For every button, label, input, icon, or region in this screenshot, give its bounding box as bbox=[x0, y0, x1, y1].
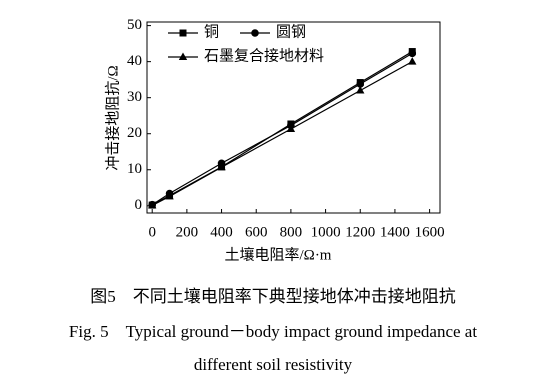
x-tick-label: 0 bbox=[148, 224, 156, 240]
x-axis-label: 土壤电阻率/Ω·m bbox=[225, 245, 332, 263]
marker bbox=[217, 162, 226, 171]
marker bbox=[408, 49, 417, 58]
y-tick-label: 10 bbox=[127, 161, 142, 177]
marker bbox=[148, 200, 157, 209]
marker bbox=[286, 124, 296, 133]
caption-cn: 图5 不同土壤电阻率下典型接地体冲击接地阻抗 bbox=[90, 286, 456, 306]
y-tick-label: 40 bbox=[127, 53, 142, 69]
y-tick-label: 30 bbox=[127, 89, 142, 105]
x-tick-label: 1600 bbox=[415, 224, 445, 240]
marker bbox=[356, 85, 365, 94]
marker bbox=[178, 52, 188, 60]
legend-label: 石墨复合接地材料 bbox=[204, 46, 324, 64]
x-tick-label: 400 bbox=[210, 224, 233, 240]
marker bbox=[251, 29, 259, 37]
x-tick-label: 1200 bbox=[345, 224, 375, 240]
plot-frame bbox=[146, 21, 441, 214]
x-tick-label: 600 bbox=[245, 224, 268, 240]
x-tick-label: 1000 bbox=[311, 224, 341, 240]
marker bbox=[408, 57, 417, 65]
marker bbox=[356, 80, 365, 88]
series-line bbox=[151, 51, 413, 206]
x-tick-label: 800 bbox=[280, 224, 303, 240]
legend-label: 圆钢 bbox=[276, 23, 306, 40]
marker bbox=[179, 29, 187, 37]
x-tick-label: 200 bbox=[176, 224, 199, 240]
legend-label: 铜 bbox=[204, 23, 219, 40]
y-axis-label: 冲击接地阻抗/Ω bbox=[104, 65, 121, 170]
marker bbox=[165, 191, 174, 200]
series-line bbox=[151, 61, 413, 206]
y-tick-label: 20 bbox=[127, 125, 142, 141]
caption-en: Fig. 5 Typical ground－body impact ground… bbox=[69, 322, 477, 341]
y-tick-label: 0 bbox=[135, 197, 143, 213]
caption-en: different soil resistivity bbox=[194, 355, 353, 374]
x-tick-label: 1400 bbox=[380, 224, 410, 240]
y-tick-label: 50 bbox=[127, 17, 142, 33]
